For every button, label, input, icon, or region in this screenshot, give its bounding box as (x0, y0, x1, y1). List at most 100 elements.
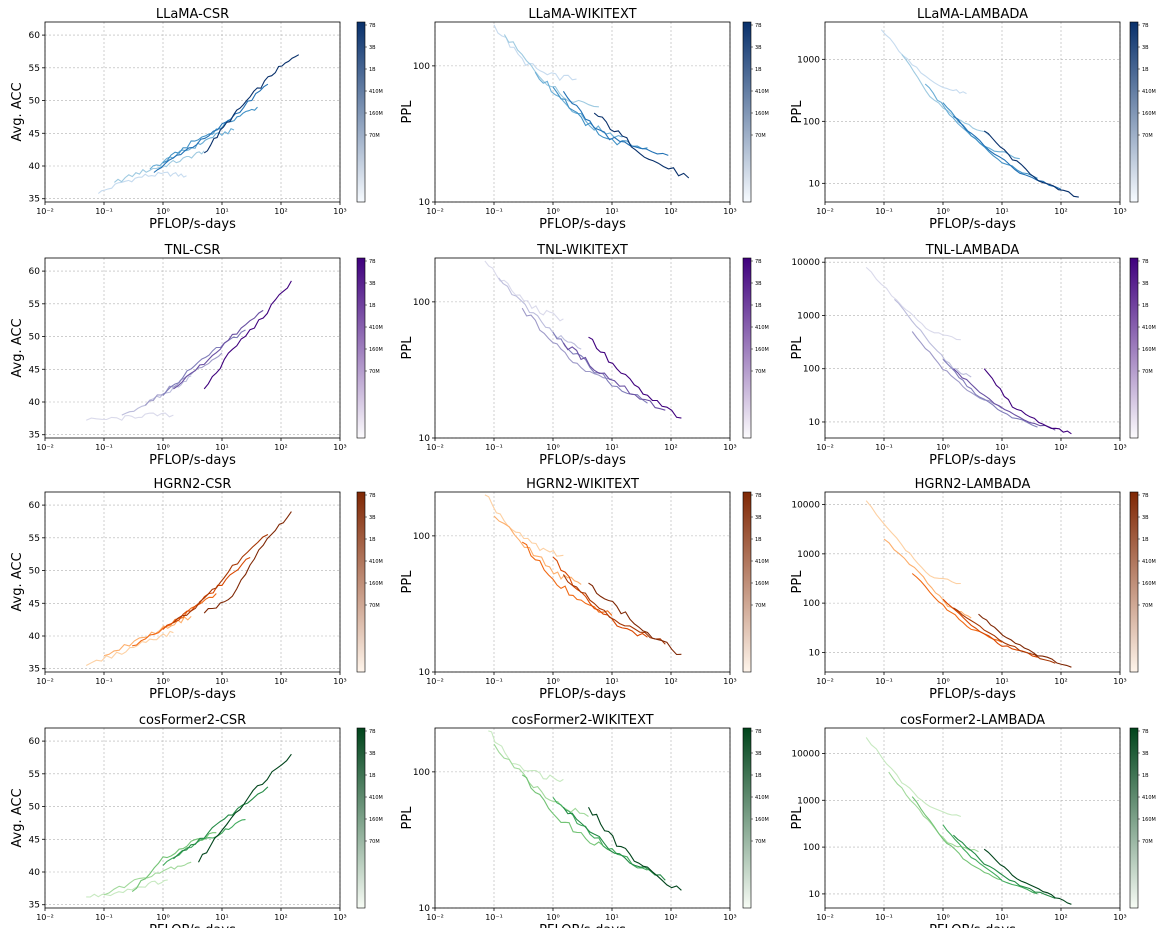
x-tick-label: 10⁻¹ (95, 677, 113, 686)
axes-frame (44, 21, 341, 203)
colorbar-label: 70M (755, 133, 766, 139)
axes-frame (44, 727, 341, 909)
colorbar-label: 3B (1142, 45, 1149, 51)
x-tick-label: 10¹ (215, 913, 228, 922)
x-tick-label: 10⁻² (36, 913, 54, 922)
x-tick-label: 10² (664, 207, 677, 216)
colorbar-label: 3B (369, 515, 376, 521)
y-tick-label: 60 (29, 267, 41, 277)
x-tick-label: 10⁻² (426, 913, 444, 922)
x-tick-label: 10⁰ (936, 677, 949, 686)
y-axis-label: Avg. ACC (10, 318, 25, 377)
colorbar-label: 410M (1142, 795, 1156, 801)
x-axis-label: PFLOP/s-days (929, 453, 1016, 468)
x-tick-label: 10² (274, 443, 287, 452)
x-tick-label: 10² (1054, 207, 1067, 216)
series-line-3b (953, 368, 1056, 431)
y-axis-label: PPL (790, 100, 805, 124)
colorbar-label: 410M (755, 325, 769, 331)
chart-title: LLaMA-WIKITEXT (528, 7, 636, 22)
colorbar (742, 257, 752, 439)
x-tick-label: 10¹ (995, 443, 1008, 452)
x-tick-label: 10¹ (995, 207, 1008, 216)
colorbar-label: 70M (755, 369, 766, 375)
y-tick-label: 100 (803, 599, 820, 609)
series-line-70m (97, 171, 187, 194)
series-line-160m (493, 515, 582, 585)
colorbar-label: 3B (755, 45, 762, 51)
colorbar-label: 3B (1142, 751, 1149, 757)
colorbar-label: 70M (369, 839, 380, 845)
colorbar-label: 3B (755, 281, 762, 287)
y-tick-label: 40 (29, 868, 41, 878)
y-tick-label: 1000 (797, 55, 820, 65)
axes-frame (824, 491, 1121, 673)
y-tick-label: 45 (29, 835, 40, 845)
colorbar (742, 491, 752, 673)
y-tick-label: 100 (413, 532, 430, 542)
series-line-70m (865, 266, 961, 341)
x-axis-label: PFLOP/s-days (539, 453, 626, 468)
series-line-410m (149, 128, 235, 170)
series-line-3b (173, 309, 264, 390)
series-line-1b (552, 331, 648, 404)
x-tick-label: 10⁻² (36, 207, 54, 216)
x-tick-label: 10⁻² (36, 677, 54, 686)
x-tick-label: 10⁰ (936, 913, 949, 922)
series-line-410m (521, 541, 613, 616)
colorbar-label: 7B (755, 259, 762, 265)
series-group (865, 737, 1072, 905)
y-tick-label: 40 (29, 162, 41, 172)
series-group (85, 280, 292, 421)
x-tick-label: 10² (664, 443, 677, 452)
series-line-410m (911, 796, 1003, 881)
x-tick-label: 10³ (333, 207, 346, 216)
x-tick-label: 10³ (1113, 913, 1126, 922)
colorbar-label: 7B (369, 493, 376, 499)
y-tick-label: 45 (29, 599, 40, 609)
series-line-160m (121, 375, 192, 416)
x-tick-label: 10⁰ (156, 677, 169, 686)
colorbar-label: 160M (1142, 347, 1156, 353)
colorbar-label: 7B (1142, 259, 1149, 265)
panel-cosformer2-lambada: 10⁻² 10⁻¹ 10⁰ 10¹ 10² 10³ 10 100 1000 10000 cosFor… (790, 713, 1156, 928)
panel-hgrn2-lambada: 10⁻² 10⁻¹ 10⁰ 10¹ 10² 10³ 10 100 1000 10000 HGRN2-… (790, 477, 1156, 702)
x-tick-label: 10⁰ (546, 913, 559, 922)
colorbar-label: 70M (369, 369, 380, 375)
x-tick-label: 10⁻¹ (875, 913, 893, 922)
series-line-1b (162, 329, 246, 396)
colorbar-label: 160M (369, 581, 383, 587)
x-tick-label: 10¹ (995, 913, 1008, 922)
y-tick-label: 50 (29, 803, 41, 813)
series-line-410m (534, 71, 623, 139)
chart-title: HGRN2-CSR (154, 477, 232, 492)
colorbar (1129, 491, 1139, 673)
x-tick-label: 10⁻² (36, 443, 54, 452)
series-line-70m (865, 737, 961, 818)
colorbar-label: 1B (755, 303, 762, 309)
panel-cosformer2-wikitext: 10⁻² 10⁻¹ 10⁰ 10¹ 10² 10³ 10 100 cosFormer2-WIKI… (400, 713, 769, 928)
y-tick-label: 1000 (797, 796, 820, 806)
colorbar (356, 727, 366, 909)
colorbar-label: 70M (1142, 839, 1153, 845)
x-tick-label: 10² (1054, 443, 1067, 452)
colorbar (356, 21, 366, 203)
colorbar-label: 7B (755, 493, 762, 499)
colorbar-label: 3B (1142, 281, 1149, 287)
colorbar-label: 1B (1142, 537, 1149, 543)
colorbar-label: 410M (755, 89, 769, 95)
series-line-3b (953, 115, 1062, 190)
x-axis-label: PFLOP/s-days (539, 217, 626, 232)
colorbar-label: 410M (369, 89, 383, 95)
colorbar-label: 3B (369, 45, 376, 51)
y-tick-label: 60 (29, 737, 41, 747)
series-line-1b (942, 824, 1038, 895)
axes-frame (44, 491, 341, 673)
colorbar-label: 3B (755, 751, 762, 757)
series-line-7b (983, 848, 1072, 905)
series-line-7b (593, 112, 690, 179)
colorbar-label: 160M (755, 581, 769, 587)
axes-frame (824, 21, 1121, 203)
colorbar-label: 70M (1142, 369, 1153, 375)
